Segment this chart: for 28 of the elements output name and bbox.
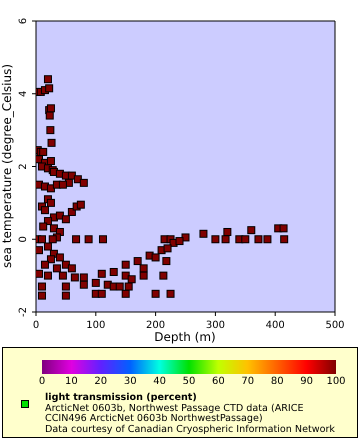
color-bar-label: 90 [300,376,313,387]
text: CCIN496 ArcticNet 0603b NorthwestPassage) [45,413,264,424]
text: Data courtesy of Canadian Cryospheric Information Network [45,424,335,435]
y-tick-label: 0 [18,236,29,242]
color-bar-label: 20 [94,376,108,387]
x-tick-label: 300 [206,320,225,331]
y-tick-label: -2 [18,307,29,317]
color-bar-title: light transmission (percent) [45,392,198,404]
y-axis-title: sea temperature (degree_Celsius) [0,64,14,268]
color-bar-label: 30 [124,376,137,387]
y-tick-label: 4 [18,90,29,97]
x-tick-label: 100 [86,320,106,331]
color-bar-label: 50 [182,376,196,387]
color-bar-label: 40 [153,376,166,387]
color-bar-label: 10 [65,376,78,387]
x-axis-title: Depth (m) [154,330,216,344]
color-bar-label: 100 [326,376,346,387]
y-tick-label: 2 [18,163,29,170]
color-bar-label: 80 [270,376,284,387]
x-tick-label: 500 [325,320,345,331]
x-tick-label: 400 [266,320,285,331]
color-bar-label: 70 [241,376,254,387]
text: ArcticNet 0603b, Northwest Passage CTD data (ARICE [45,402,305,414]
color-bar-label: 0 [38,376,46,387]
x-tick-label: 200 [146,320,166,331]
x-tick-label: 0 [32,320,40,331]
color-bar-label: 60 [212,376,225,387]
y-tick-label: 6 [18,18,29,24]
